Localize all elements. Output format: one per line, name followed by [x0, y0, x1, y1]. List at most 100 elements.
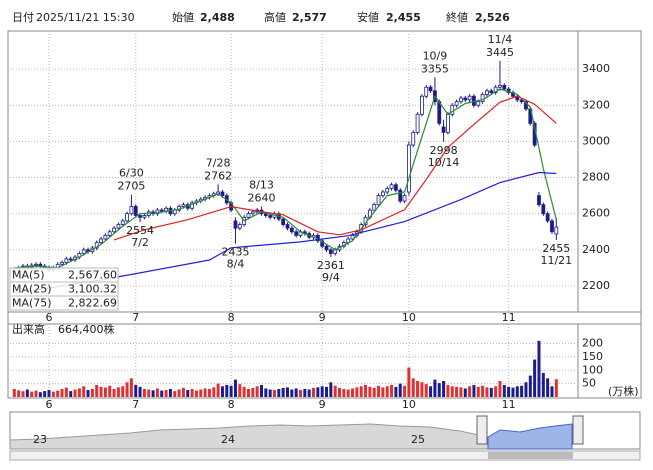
volume-bar: [524, 382, 528, 397]
low-price: 2435: [221, 246, 249, 259]
volume-bar: [60, 388, 64, 397]
y-tick-label: 3000: [582, 134, 610, 147]
volume-bar: [537, 340, 541, 397]
navigator-handle-left[interactable]: [476, 415, 488, 445]
volume-bar: [437, 383, 441, 397]
volume-bar: [277, 388, 281, 397]
volume-bar: [515, 386, 519, 397]
legend-name: MA(75): [12, 297, 52, 310]
high-price: 2640: [247, 191, 275, 204]
candle-body: [415, 113, 420, 133]
volume-bar: [242, 386, 246, 397]
header-value: 2,488: [200, 11, 235, 24]
low-price: 2554: [126, 224, 154, 237]
volume-bar: [272, 390, 276, 397]
header-label: 安値: [357, 10, 379, 24]
volume-bar: [338, 387, 342, 397]
volume-bar: [285, 387, 289, 397]
header-label: 終値: [446, 10, 468, 24]
x-tick-label: 8: [228, 311, 235, 324]
candle-body: [112, 227, 116, 233]
volume-bar: [394, 386, 398, 397]
volume-bar: [281, 387, 285, 397]
volume-bar: [34, 390, 38, 397]
volume-bar: [546, 378, 550, 397]
volume-bar: [351, 388, 355, 397]
navigator-label: 24: [221, 433, 235, 446]
volume-bar: [333, 385, 337, 397]
candle-body: [467, 95, 472, 101]
volume-bar: [489, 387, 493, 397]
volume-bar: [225, 384, 229, 397]
volume-bar: [364, 384, 368, 397]
scrollbar-thumb[interactable]: [488, 452, 573, 459]
candle-body: [237, 224, 242, 229]
candle-body: [116, 224, 121, 229]
scrollbar-track[interactable]: [9, 450, 641, 461]
volume-bar: [12, 388, 16, 397]
volume-bar: [303, 388, 307, 397]
high-price: 2705: [117, 180, 145, 193]
low-price: 2455: [542, 242, 570, 255]
volume-bar: [528, 375, 532, 397]
navigator[interactable]: 23 24 25: [9, 411, 641, 461]
legend-name: MA(5): [12, 269, 45, 282]
high-price: 2762: [204, 169, 232, 182]
candle-body: [181, 204, 186, 207]
candle-body: [133, 206, 138, 216]
volume-bar: [511, 387, 515, 397]
candle-body: [220, 191, 225, 197]
candle-body: [60, 262, 64, 265]
candle-body: [480, 94, 485, 103]
x-tick-label: 8: [228, 398, 235, 411]
volume-bar: [129, 378, 133, 397]
volume-bar: [403, 385, 407, 397]
candle-body: [99, 238, 103, 244]
candle-body: [372, 204, 377, 211]
y-tick-label: 150: [582, 350, 603, 363]
y-tick-label: 3400: [582, 62, 610, 75]
header-value: 2,455: [386, 11, 421, 24]
legend-value: 3,100.32: [68, 283, 117, 296]
volume-bar: [238, 384, 242, 397]
volume-bar: [116, 387, 120, 397]
candle-body: [263, 213, 268, 216]
candle-body: [485, 90, 489, 95]
candle-body: [493, 86, 498, 94]
x-tick-label: 6: [46, 398, 53, 411]
volume-bar: [463, 388, 467, 397]
low-price: 2361: [317, 259, 345, 272]
candle-body: [155, 209, 160, 215]
candle-body: [441, 126, 446, 133]
candle-body: [142, 215, 147, 218]
volume-bar: [108, 385, 112, 397]
candle-body: [289, 227, 294, 233]
candle-body: [120, 220, 125, 225]
candle-body: [94, 242, 99, 249]
volume-bar: [233, 379, 237, 397]
volume-bar: [455, 386, 459, 397]
volume-bar: [73, 389, 77, 397]
candle-body: [524, 101, 528, 110]
navigator-handle-right[interactable]: [572, 415, 584, 445]
volume-bar: [377, 385, 381, 397]
volume-bar: [142, 388, 146, 397]
header-label: 始値: [172, 10, 194, 24]
candle-body: [428, 86, 433, 92]
candle-body: [393, 184, 398, 191]
volume-bar: [368, 386, 372, 397]
volume-bar: [359, 386, 363, 397]
candle-body: [350, 234, 355, 240]
candle-body: [476, 101, 481, 106]
ma-line: [14, 88, 557, 269]
volume-bar: [199, 389, 203, 397]
volume-bar: [190, 388, 194, 397]
x-tick-label: 10: [402, 398, 416, 411]
volume-bar: [416, 380, 420, 397]
header-value: 2,526: [475, 11, 510, 24]
volume-bar: [494, 386, 498, 397]
volume-bar: [472, 384, 476, 397]
legend-value: 2,822.69: [68, 297, 117, 310]
candle-body: [472, 95, 476, 106]
volume-bar: [90, 388, 94, 397]
